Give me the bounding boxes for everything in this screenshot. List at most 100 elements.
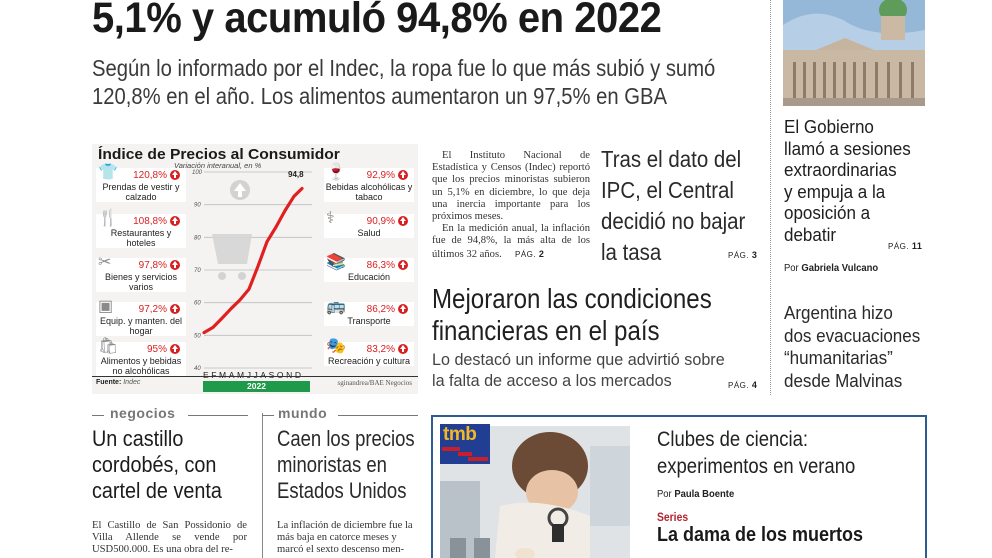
headline-line: minoristas en (277, 452, 387, 477)
headline-line: Mejoraron las condiciones (432, 283, 712, 314)
up-arrow-icon (170, 260, 180, 270)
source: Fuente: Indec (96, 379, 140, 386)
headline-line: Un castillo (92, 426, 184, 451)
finance-headline[interactable]: Mejoraron las condiciones financieras en… (432, 283, 712, 347)
section-negocios[interactable]: negocios (110, 405, 176, 421)
deck-line: 120,8% en el año. Los alimentos aumentar… (92, 83, 667, 109)
central-page-ref[interactable]: PÁG. 3 (728, 250, 757, 260)
category-alimentos: 🛍 95% Alimentos y bebidas no alcohólicas (96, 338, 186, 376)
category-pct: 120,8% (133, 169, 167, 181)
finance-deck: Lo destacó un informe que advirtió sobre… (432, 349, 725, 391)
series-kicker: Series (657, 512, 689, 524)
category-pct: 90,9% (366, 215, 395, 227)
deck-line: Lo destacó un informe que advirtió sobre (432, 350, 725, 369)
year-bar: 2022 (203, 381, 310, 392)
page-label: PÁG. (888, 242, 910, 251)
category-prendas: 👕 120,8% Prendas de vestir y calzado (96, 164, 186, 202)
deck-line: la falta de acceso a los mercados (432, 371, 672, 390)
section-mundo[interactable]: mundo (278, 405, 328, 421)
y-tick: 100 (192, 170, 203, 176)
gobierno-headline[interactable]: El Gobierno llamó a sesiones extraordina… (784, 116, 922, 245)
logo-tag-bar (468, 457, 488, 461)
category-restaurantes: 🍴 108,8% Restaurantes y hoteles (96, 210, 186, 248)
headline-line: experimentos en verano (657, 455, 856, 478)
mundo-headline[interactable]: Caen los precios minoristas en Estados U… (277, 426, 415, 504)
inflation-line-chart: 100 90 80 70 60 50 40 94,8 (192, 170, 312, 372)
headline-line: y empuja a la (784, 180, 886, 202)
bus-icon: 🚌 (326, 298, 346, 315)
up-arrow-icon (170, 304, 180, 314)
category-hogar: ▣ 97,2% Equip. y manten. del hogar (96, 298, 186, 336)
headline-line: Estados Unidos (277, 478, 407, 503)
central-headline[interactable]: Tras el dato del IPC, el Central decidió… (601, 144, 746, 268)
headline-line: dos evacuaciones (784, 324, 921, 346)
category-label: Educación (347, 272, 391, 282)
headline-line: decidió no bajar (601, 208, 746, 234)
body-story: El Instituto Nacional de Estadística y C… (432, 150, 590, 261)
up-arrow-icon (170, 216, 180, 226)
headline-line: la tasa (601, 239, 662, 265)
logo-tag-bar (442, 447, 460, 451)
clubes-headline[interactable]: Clubes de ciencia: experimentos en veran… (657, 426, 855, 480)
headline-line: Clubes de ciencia: (657, 428, 809, 451)
up-arrow-icon (398, 304, 408, 314)
y-tick: 90 (194, 203, 201, 209)
y-tick: 80 (194, 235, 201, 241)
section-rule (92, 415, 104, 416)
y-tick: 40 (194, 366, 201, 372)
page-number: 2 (538, 248, 545, 259)
mundo-body: La inflación de diciembre fue la más baj… (277, 520, 413, 556)
category-educacion: 📚 86,3% Educación (324, 254, 414, 282)
finance-page-ref[interactable]: PÁG. 4 (728, 380, 757, 390)
wine-bottle-icon: 🍷 (326, 164, 346, 181)
category-label: Prendas de vestir y calzado (102, 182, 180, 202)
deck-line: Según lo informado por el Indec, la ropa… (92, 55, 716, 81)
category-label: Alimentos y bebidas no alcohólicas (100, 356, 182, 376)
category-label: Recreación y cultura (327, 356, 411, 366)
category-bienes: ✂ 97,8% Bienes y servicios varios (96, 254, 186, 292)
washing-machine-icon: ▣ (98, 298, 114, 315)
tmb-logo[interactable]: tmb (440, 424, 490, 464)
up-arrow-icon (398, 216, 408, 226)
paragraph: El Instituto Nacional de Estadística y C… (432, 150, 590, 223)
up-arrow-icon (398, 170, 408, 180)
infographic-footer: Fuente: Indec sginandrea/BAE Negocios (92, 376, 418, 390)
congress-photo[interactable] (783, 0, 925, 106)
y-tick: 50 (194, 333, 201, 339)
up-arrow-icon (398, 260, 408, 270)
cutlery-icon: 🍴 (98, 210, 118, 227)
section-rule (188, 415, 248, 416)
inflation-line (202, 186, 304, 335)
shopping-cart-icon (212, 180, 252, 280)
headline-line: “humanitarias” (784, 347, 893, 368)
page-label: PÁG. (728, 251, 750, 260)
up-arrow-icon (170, 344, 180, 354)
negocios-body: El Castillo de San Possidonio de Villa A… (92, 520, 247, 556)
category-label: Bienes y servicios varios (104, 272, 178, 292)
category-label: Restaurantes y hoteles (110, 228, 172, 248)
page-number: 11 (911, 241, 923, 251)
page-label: PÁG. (728, 381, 750, 390)
headline-line: llamó a sesiones (784, 137, 911, 159)
column-divider (770, 0, 771, 395)
series-headline[interactable]: La dama de los muertos (657, 524, 864, 546)
headline-line: cartel de venta (92, 478, 222, 503)
by-prefix: Por (784, 262, 799, 274)
category-pct: 97,8% (138, 259, 167, 271)
headline-line: Argentina hizo (784, 302, 893, 323)
negocios-headline[interactable]: Un castillo cordobés, con cartel de vent… (92, 426, 222, 504)
main-headline[interactable]: 5,1% y acumuló 94,8% en 2022 (92, 0, 662, 42)
logo-tag-bar (458, 452, 472, 456)
paragraph: En la medición anual, la inflación fue d… (432, 223, 590, 261)
category-transporte: 🚌 86,2% Transporte (324, 298, 414, 326)
page-label: PÁG. (515, 249, 537, 259)
category-pct: 86,2% (366, 303, 395, 315)
main-deck: Según lo informado por el Indec, la ropa… (92, 54, 715, 110)
author: Paula Boente (674, 488, 735, 500)
infographic-subtitle: Variación interanual, en % (174, 161, 262, 170)
malvinas-headline[interactable]: Argentina hizo dos evacuaciones “humanit… (784, 302, 920, 392)
page-ref[interactable]: PÁG. 2 (515, 248, 545, 259)
books-icon: 📚 (326, 254, 346, 271)
gobierno-page-ref[interactable]: PÁG. 11 (888, 241, 922, 251)
tmb-logo-text: tmb (443, 424, 477, 445)
